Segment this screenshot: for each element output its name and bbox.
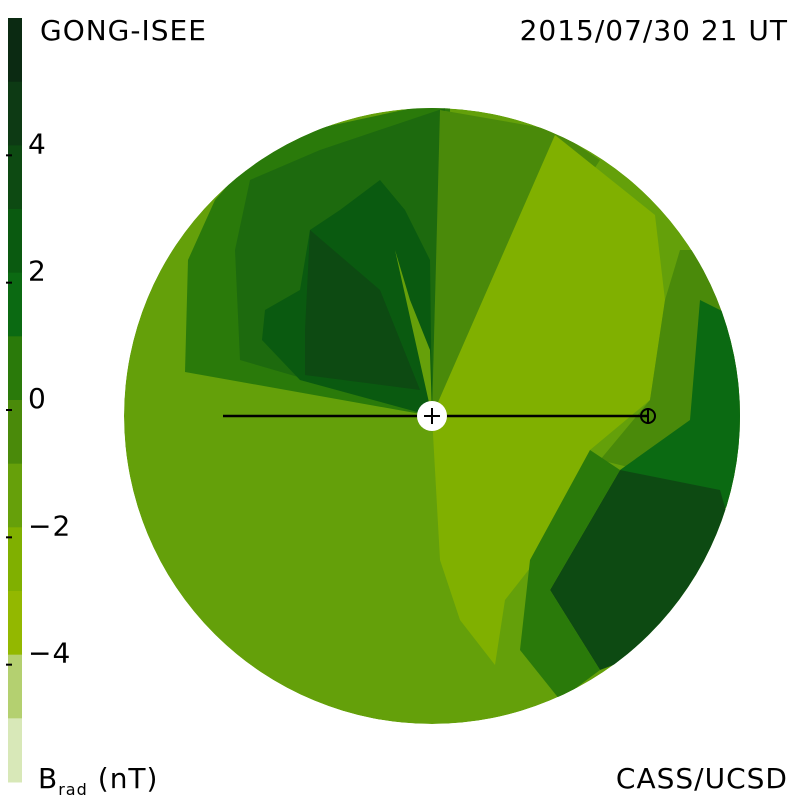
colorbar-band: [8, 81, 22, 146]
colorbar-tick-label: 0: [28, 382, 47, 415]
colorbar-band: [8, 527, 22, 592]
colorbar-band: [8, 718, 22, 783]
colorbar-tick-label: −2: [28, 509, 71, 542]
colorbar-tick-label: 2: [28, 255, 47, 288]
colorbar-band: [8, 591, 22, 656]
colorbar-band: [8, 336, 22, 401]
colorbar-band: [8, 145, 22, 210]
colorbar-band: [8, 272, 22, 337]
label-unit: (nT): [98, 762, 159, 795]
colorbar-label: Brad (nT): [38, 762, 158, 799]
credit: CASS/UCSD: [616, 762, 788, 795]
colorbar: 4 2 0 −2 −4: [6, 18, 71, 783]
colorbar-tick-label: 4: [28, 127, 47, 160]
label-main: B: [38, 762, 58, 795]
timestamp: 2015/07/30 21 UT: [520, 14, 788, 47]
colorbar-band: [8, 400, 22, 465]
colorbar-band: [8, 654, 22, 719]
colorbar-band: [8, 463, 22, 528]
colorbar-tick-label: −4: [28, 637, 71, 670]
colorbar-band: [8, 209, 22, 274]
source: GONG-ISEE: [40, 14, 207, 47]
label-sub: rad: [58, 780, 88, 799]
colorbar-band: [8, 18, 22, 83]
